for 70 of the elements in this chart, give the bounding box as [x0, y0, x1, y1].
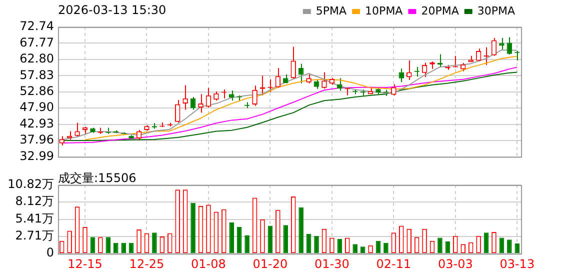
bar [507, 240, 512, 254]
y-tick-label: 72.74 [20, 19, 54, 34]
x-tick-label: 02-11 [376, 256, 412, 271]
x-tick-label: 12-15 [68, 256, 102, 271]
x-tick-label: 12-25 [129, 256, 164, 271]
bar [244, 235, 250, 254]
bar [283, 225, 288, 254]
y-tick-label: 2.71万 [15, 228, 54, 243]
candlestick [306, 73, 312, 84]
bar [499, 238, 504, 254]
bar [314, 236, 319, 254]
bar [298, 207, 304, 254]
bar [384, 242, 388, 254]
legend-label: 20PMA [421, 4, 460, 18]
y-tick-label: 67.77 [20, 35, 54, 50]
candlestick [322, 72, 327, 90]
bar [90, 237, 96, 254]
candlestick [298, 63, 304, 84]
bar [113, 242, 118, 254]
bar [190, 202, 196, 254]
x-tick-label: 01-08 [191, 256, 226, 271]
candlestick [59, 136, 64, 146]
y-tick-label: 62.80 [20, 52, 54, 66]
bar [514, 243, 520, 254]
y-tick-label: 57.83 [20, 68, 54, 82]
candlestick [506, 36, 512, 56]
bar [229, 222, 234, 254]
y-tick-label: 47.90 [20, 100, 54, 114]
candlestick [476, 48, 482, 62]
candlestick [337, 78, 342, 92]
candlestick [398, 68, 404, 82]
legend-label: 30PMA [477, 4, 516, 18]
y-tick-label: 52.86 [20, 84, 54, 98]
bar [352, 244, 358, 254]
candlestick [214, 90, 219, 102]
bar [445, 242, 450, 254]
candlestick [198, 94, 204, 114]
x-tick-label: 03-13 [500, 256, 535, 271]
chart-title: 2026-03-13 15:30 [58, 3, 166, 17]
bar [106, 237, 111, 254]
candlestick [206, 87, 212, 108]
candlestick [491, 37, 497, 56]
candlestick [74, 122, 80, 138]
bar [268, 226, 273, 254]
candlestick [391, 84, 396, 96]
y-tick-label: 0 [46, 246, 54, 260]
legend-label: 10PMA [365, 4, 404, 18]
x-tick-label: 03-03 [438, 256, 473, 271]
bar [484, 232, 489, 254]
candlestick [174, 99, 180, 123]
y-tick-label: 5.41万 [15, 211, 54, 226]
bar [152, 232, 157, 254]
y-tick-label: 10.82万 [8, 177, 54, 192]
y-tick-label: 37.96 [20, 132, 54, 147]
candlestick [136, 129, 142, 140]
candlestick [406, 60, 412, 81]
candlestick [275, 67, 281, 88]
legend-label: 5PMA [316, 4, 348, 18]
y-tick-label: 32.99 [20, 148, 54, 163]
chart-title: 成交量:15506 [58, 170, 136, 187]
x-tick-label: 01-30 [314, 256, 350, 271]
x-tick-label: 01-20 [252, 256, 288, 271]
candlestick [314, 79, 320, 90]
bar [438, 238, 442, 254]
y-tick-label: 42.93 [20, 116, 54, 130]
candlestick [252, 85, 258, 106]
bar [121, 242, 126, 254]
candlestick [290, 46, 296, 80]
candlestick [182, 84, 188, 110]
y-tick-label: 8.12万 [15, 194, 54, 208]
